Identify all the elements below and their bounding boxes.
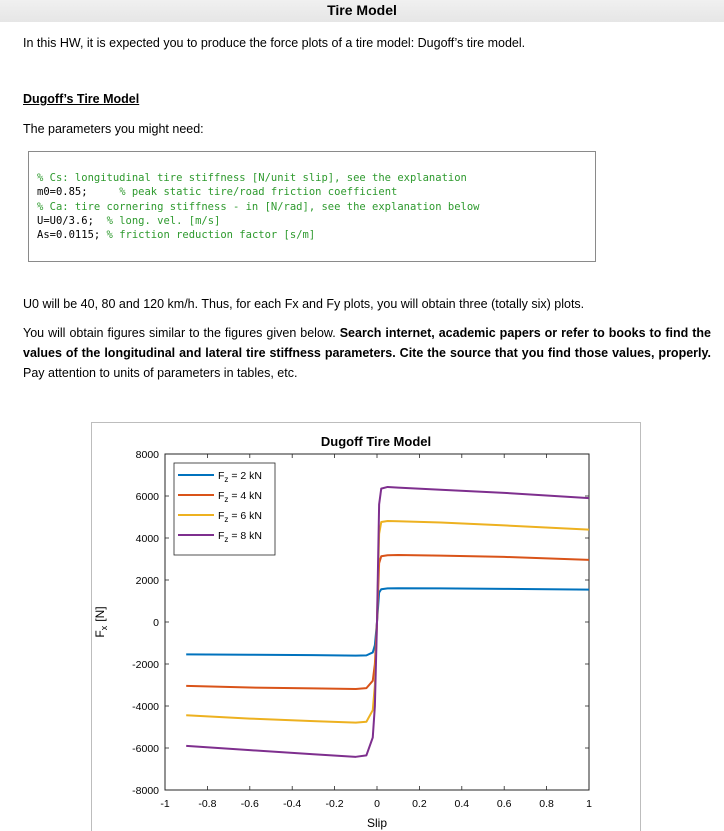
x-tick-label: 0.8 (539, 798, 554, 810)
y-axis-label: Fx[N] (93, 606, 109, 637)
legend-box (173, 462, 276, 556)
code-line-5: As=0.0115; % friction reduction factor [… (37, 229, 316, 241)
instructions-paragraph: You will obtain figures similar to the f… (23, 326, 711, 380)
x-tick-label: -0.8 (198, 798, 216, 810)
x-tick-label: 0.6 (497, 798, 512, 810)
code-line-2: m0=0.85; % peak static tire/road frictio… (37, 186, 398, 198)
code-line-4: U=U0/3.6; % long. vel. [m/s] (37, 215, 221, 227)
legend: Fz = 2 kN Fz = 4 kN Fz = 6 kN Fz = 8 kN (173, 462, 276, 556)
y-tick-label: -8000 (132, 785, 159, 797)
window-header (0, 0, 724, 22)
x-tick-label: 0 (374, 798, 380, 810)
legend-label-2: Fz = 4 kN (218, 490, 262, 504)
x-tick-label: 0.2 (412, 798, 427, 810)
x-tick-label: -0.4 (283, 798, 301, 810)
legend-label-1: Fz = 2 kN (218, 470, 262, 484)
chart-title: Dugoff Tire Model (321, 434, 431, 449)
x-tick-label: 0.4 (454, 798, 469, 810)
y-tick-label: 8000 (136, 449, 160, 461)
x-tick-label: -1 (160, 798, 169, 810)
x-tick-label: -0.2 (326, 798, 344, 810)
x-tick-label: -0.6 (241, 798, 259, 810)
code-line-3: % Ca: tire cornering stiffness - in [N/r… (37, 201, 480, 213)
code-line-1: % Cs: longitudinal tire stiffness [N/uni… (37, 172, 467, 184)
legend-label-3: Fz = 6 kN (218, 510, 262, 524)
legend-label-4: Fz = 8 kN (218, 530, 262, 544)
document-title: Tire Model (327, 2, 397, 18)
intro-text: In this HW, it is expected you to produc… (23, 36, 526, 50)
x-tick-label: 1 (586, 798, 592, 810)
params-intro-text: The parameters you might need: (23, 122, 204, 136)
y-tick-label: -2000 (132, 659, 159, 671)
x-axis-label: Slip (367, 816, 387, 830)
y-tick-label: -6000 (132, 743, 159, 755)
y-tick-label: 2000 (136, 575, 160, 587)
y-tick-label: 6000 (136, 491, 160, 503)
section-heading: Dugoff’s Tire Model (23, 92, 140, 106)
series-line-4 (186, 485, 590, 758)
velocity-text: U0 will be 40, 80 and 120 km/h. Thus, fo… (23, 297, 585, 311)
y-tick-label: -4000 (132, 701, 159, 713)
y-tick-label: 0 (153, 617, 159, 629)
code-block: % Cs: longitudinal tire stiffness [N/uni… (28, 151, 596, 262)
y-tick-label: 4000 (136, 533, 160, 545)
